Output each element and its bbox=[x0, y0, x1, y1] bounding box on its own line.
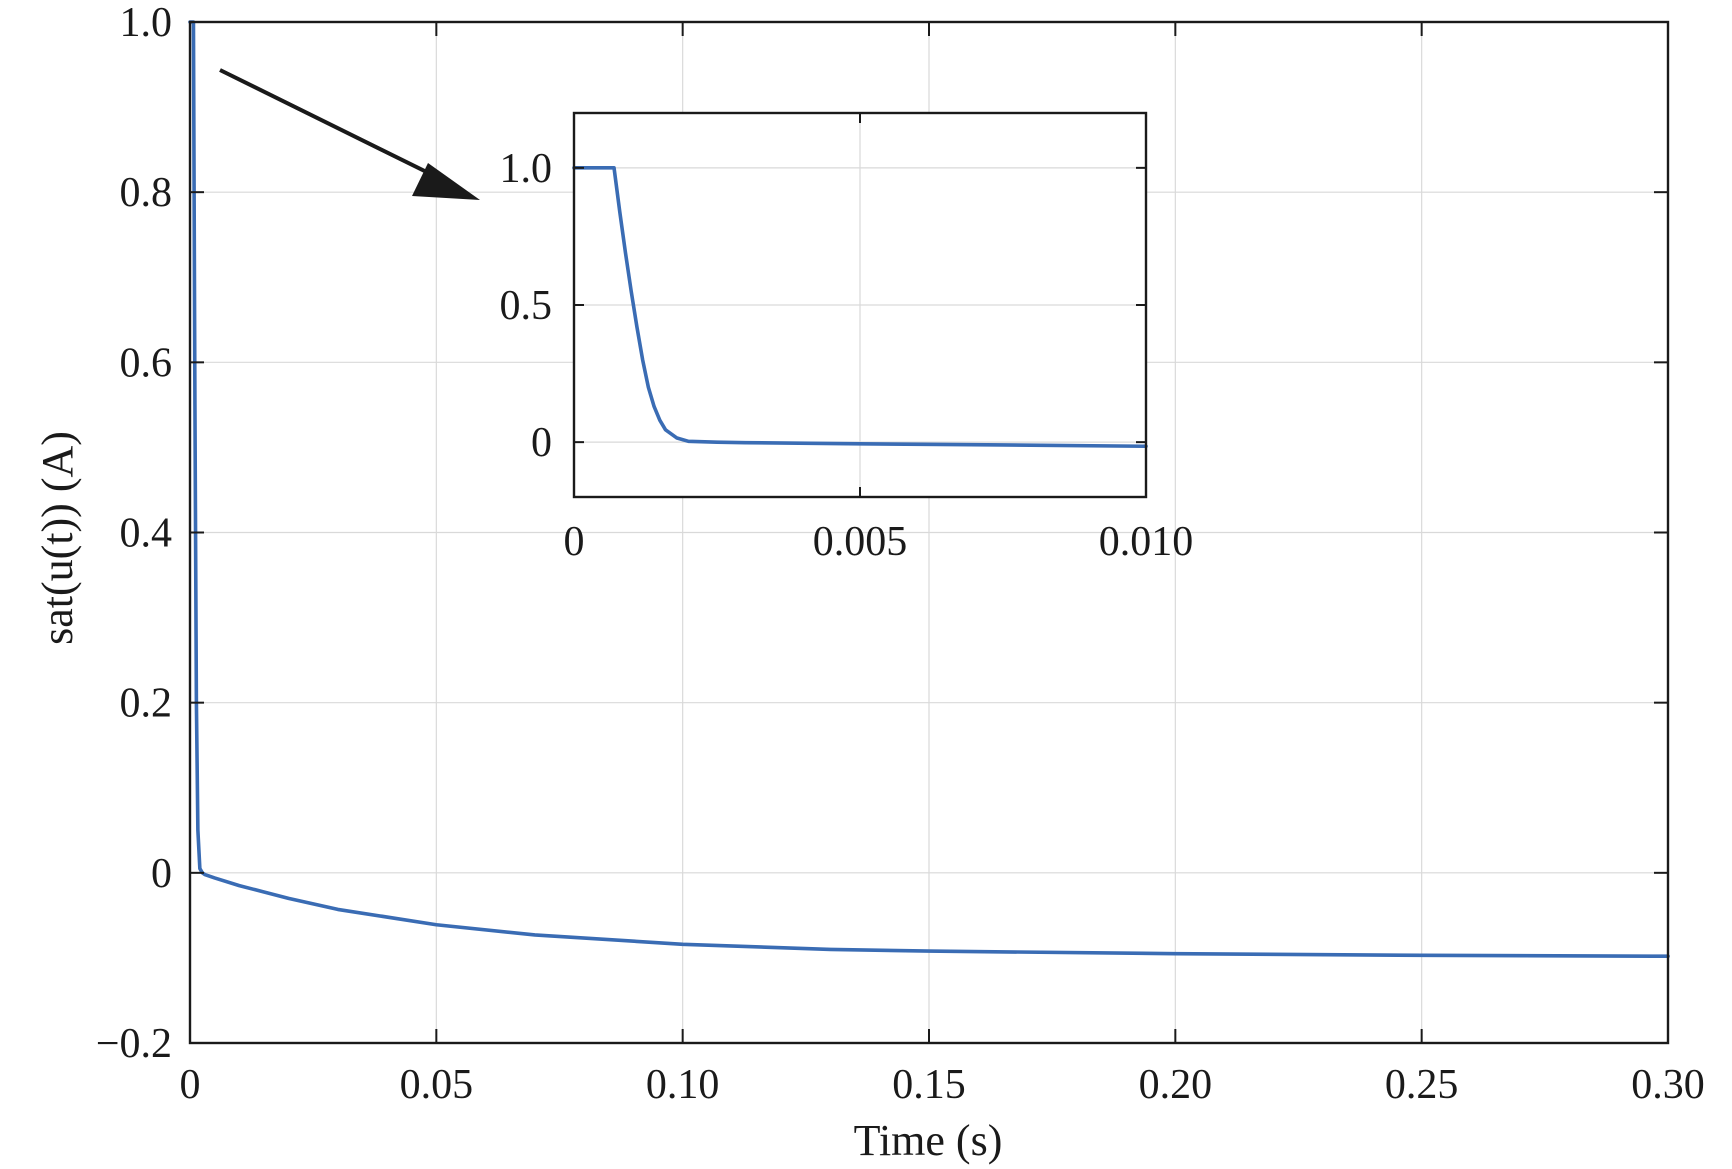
inset-chart: 0 0.005 0.010 0 0.5 1.0 bbox=[500, 111, 1194, 565]
x-tick-label: 0.20 bbox=[1139, 1062, 1213, 1108]
y-tick-label: 0.5 bbox=[500, 283, 553, 329]
x-tick-label: 0.30 bbox=[1631, 1062, 1705, 1108]
y-tick-label: 0.8 bbox=[120, 170, 173, 216]
x-tick-label: 0 bbox=[564, 519, 585, 565]
x-tick-label: 0.005 bbox=[813, 519, 908, 565]
y-tick-label: 1.0 bbox=[120, 0, 173, 46]
inset-y-tick-labels: 0 0.5 1.0 bbox=[500, 146, 553, 466]
main-ticks bbox=[189, 21, 1669, 1044]
x-tick-label: 0.15 bbox=[892, 1062, 966, 1108]
x-tick-label: 0 bbox=[180, 1062, 201, 1108]
y-axis-title: sat(u(t)) (A) bbox=[33, 431, 82, 645]
y-tick-label: −0.2 bbox=[96, 1021, 172, 1067]
x-tick-label: 0.05 bbox=[400, 1062, 474, 1108]
y-tick-label: 0.4 bbox=[120, 511, 173, 557]
x-tick-label: 0.25 bbox=[1385, 1062, 1459, 1108]
inset-ticks bbox=[573, 113, 1147, 497]
series-line bbox=[572, 166, 1148, 449]
inset-x-tick-labels: 0 0.005 0.010 bbox=[564, 519, 1194, 565]
series-line bbox=[188, 20, 1670, 959]
y-tick-label: 0 bbox=[531, 420, 552, 466]
main-x-tick-labels: 0 0.05 0.10 0.15 0.20 0.25 0.30 bbox=[180, 1062, 1705, 1108]
inset-series bbox=[572, 166, 1148, 449]
main-y-tick-labels: −0.2 0 0.2 0.4 0.6 0.8 1.0 bbox=[96, 0, 172, 1067]
y-tick-label: 0 bbox=[151, 851, 172, 897]
main-series bbox=[188, 20, 1670, 959]
y-tick-label: 1.0 bbox=[500, 146, 553, 192]
y-tick-label: 0.6 bbox=[120, 340, 173, 386]
x-tick-label: 0.10 bbox=[646, 1062, 720, 1108]
x-tick-label: 0.010 bbox=[1099, 519, 1194, 565]
zoom-arrow-annotation bbox=[219, 68, 480, 200]
y-tick-label: 0.2 bbox=[120, 681, 173, 727]
x-axis-title: Time (s) bbox=[854, 1116, 1003, 1165]
